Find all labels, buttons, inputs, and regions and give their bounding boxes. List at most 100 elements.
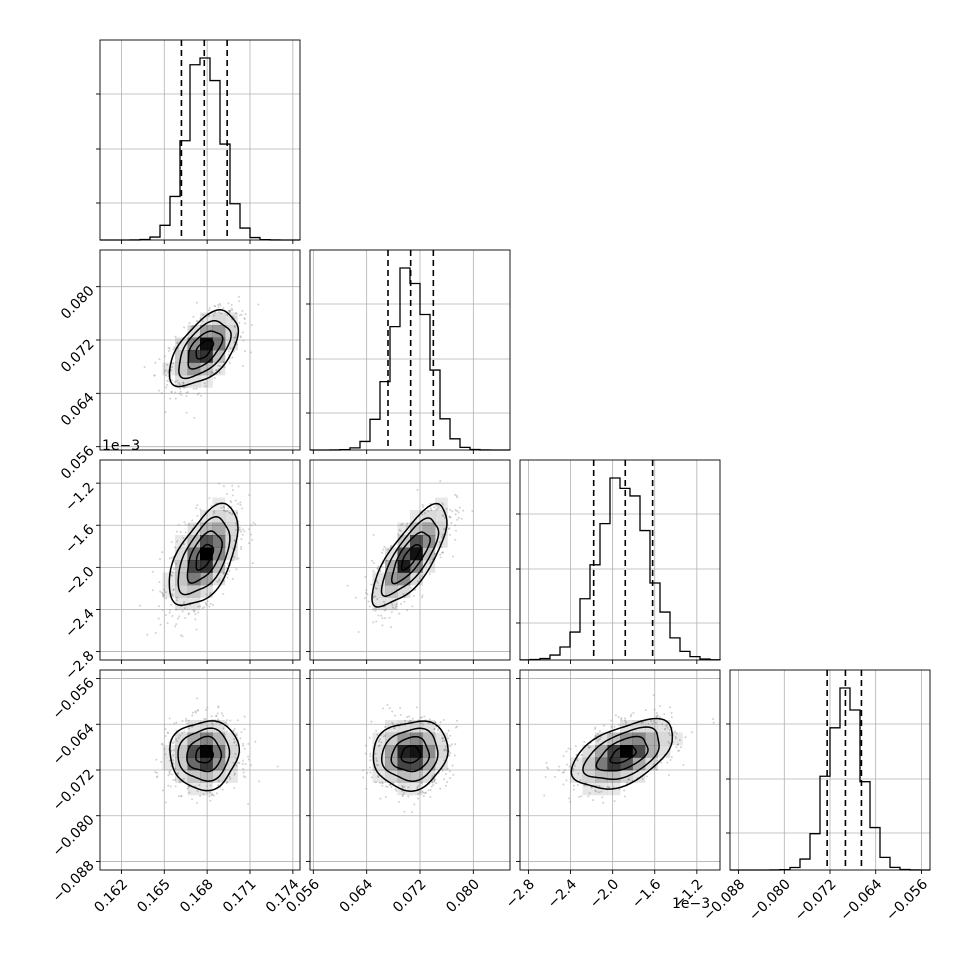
sample-point (228, 361, 231, 364)
sample-point (626, 781, 629, 784)
sample-point (205, 603, 208, 606)
sample-point (227, 302, 230, 305)
sample-point (411, 811, 414, 814)
sample-point (664, 728, 667, 731)
sample-point (368, 605, 371, 608)
sample-point (192, 609, 195, 612)
sample-point (390, 785, 393, 788)
sample-point (234, 499, 237, 502)
sample-point (381, 617, 384, 620)
sample-point (171, 614, 174, 617)
sample-point (177, 523, 180, 526)
sample-point (248, 493, 251, 496)
sample-point (249, 533, 252, 536)
density-cell (570, 757, 583, 771)
sample-point (393, 727, 396, 730)
sample-point (617, 716, 620, 719)
histogram-panel-param-1 (96, 39, 301, 244)
sample-point (610, 726, 613, 729)
sample-point (667, 740, 670, 743)
y-tick-label-param-2: 0.056 (58, 443, 98, 483)
sample-point (432, 784, 435, 787)
sample-point (176, 740, 179, 743)
sample-point (194, 711, 197, 714)
sample-point (183, 521, 186, 524)
sample-point (429, 560, 432, 563)
sample-point (183, 326, 186, 329)
density-cell (200, 547, 213, 561)
sample-point (206, 706, 209, 709)
sample-point (209, 592, 212, 595)
sample-point (167, 346, 170, 349)
sample-point (441, 737, 444, 740)
sample-point (172, 362, 175, 365)
sample-point (242, 775, 245, 778)
sample-point (346, 584, 349, 587)
density-cell (397, 782, 411, 796)
sample-point (674, 735, 677, 738)
sample-point (180, 795, 183, 798)
sample-point (197, 392, 200, 395)
sample-point (220, 312, 223, 315)
sample-point (176, 617, 179, 620)
sample-point (184, 617, 187, 620)
sample-point (422, 791, 425, 794)
sample-point (594, 734, 597, 737)
contour-line-2 (186, 735, 223, 773)
sample-point (191, 711, 194, 714)
sample-point (180, 393, 183, 396)
sample-point (228, 310, 231, 313)
sample-point (382, 735, 385, 738)
sample-point (402, 793, 405, 796)
sample-point (217, 706, 220, 709)
x-tick-label-param-4: −0.064 (837, 876, 885, 924)
sample-point (385, 608, 388, 611)
contour-line-1 (195, 339, 215, 360)
sample-point (383, 734, 386, 737)
x-tick-label-param-3: −2.4 (545, 876, 580, 911)
x-offset-label: 1e−3 (672, 896, 710, 912)
sample-point (375, 587, 378, 590)
sample-point (661, 723, 664, 726)
sample-point (373, 595, 376, 598)
sample-point (431, 781, 434, 784)
sample-point (376, 598, 379, 601)
sample-point (181, 610, 184, 613)
sample-point (203, 382, 206, 385)
sample-point (450, 522, 453, 525)
sample-point (235, 568, 238, 571)
sample-point (670, 711, 673, 714)
sample-point (431, 775, 434, 778)
sample-point (663, 727, 666, 730)
sample-point (642, 721, 645, 724)
density-cell (422, 522, 436, 536)
sample-point (448, 734, 451, 737)
sample-point (175, 623, 178, 626)
sample-point (444, 745, 447, 748)
sample-point (244, 776, 247, 779)
panel-frame (99, 459, 301, 661)
density-cell (410, 757, 423, 771)
density-cell (385, 770, 398, 783)
sample-point (441, 737, 444, 740)
sample-point (157, 617, 160, 620)
sample-point (155, 776, 158, 779)
sample-point (419, 716, 422, 719)
contour-line-4 (372, 720, 449, 792)
sample-point (400, 602, 403, 605)
sample-point (163, 355, 166, 358)
sample-point (628, 778, 631, 781)
density-cell (212, 547, 226, 561)
sample-point (583, 741, 586, 744)
sample-point (164, 411, 167, 414)
sample-point (195, 507, 198, 510)
sample-point (186, 391, 189, 394)
sample-point (574, 745, 577, 748)
density-cell (187, 597, 201, 611)
sample-point (613, 725, 616, 728)
sample-point (176, 540, 179, 543)
sample-point (168, 557, 171, 560)
sample-point (177, 795, 180, 798)
density-cell (385, 757, 398, 771)
